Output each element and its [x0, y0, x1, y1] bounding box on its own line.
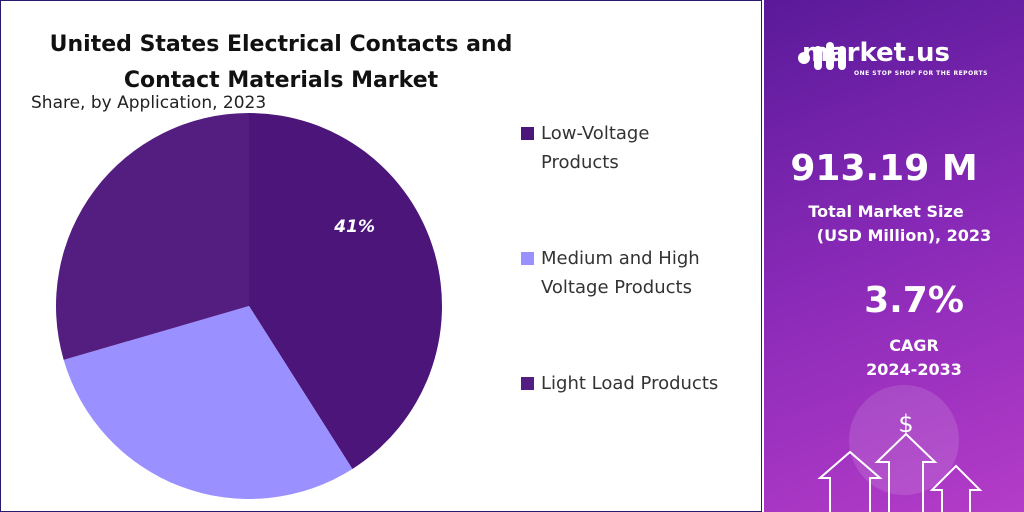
- pie-slice: [249, 113, 442, 469]
- cagr-value: 3.7%: [864, 280, 964, 321]
- pie-slice: [63, 306, 353, 499]
- legend-item: Light Load Products: [521, 369, 721, 398]
- chart-title: United States Electrical Contacts and Co…: [49, 32, 513, 93]
- legend-label: Medium and High Voltage Products: [541, 248, 700, 298]
- cagr-label: CAGR: [889, 336, 939, 355]
- legend-swatch: [521, 127, 534, 140]
- tagline: ONE STOP SHOP FOR THE REPORTS: [854, 70, 988, 77]
- pie-chart: 41%: [56, 113, 442, 499]
- market-size-label: Total Market Size: [808, 202, 964, 221]
- cagr-period: 2024-2033: [866, 360, 962, 379]
- chart-panel: United States Electrical Contacts and Co…: [0, 0, 762, 512]
- side-panel: $ market.us ONE STOP SHOP FOR THE REPORT…: [764, 0, 1024, 512]
- decoration: $: [798, 42, 983, 512]
- pie-slice: [56, 113, 250, 360]
- legend-label: Low-Voltage Products: [541, 123, 650, 173]
- legend-item: Low-Voltage Products: [521, 119, 721, 177]
- arrows: [817, 432, 983, 512]
- legend-swatch: [521, 377, 534, 390]
- dollar-icon: $: [898, 410, 913, 438]
- market-size-unit: (USD Million), 2023: [816, 226, 992, 245]
- chart-subtitle: Share, by Application, 2023: [31, 93, 267, 113]
- legend-swatch: [521, 252, 534, 265]
- coin-glow: [849, 385, 959, 495]
- data-label: 41%: [333, 217, 375, 237]
- legend-label: Light Load Products: [541, 373, 719, 394]
- brand: market.us: [802, 38, 950, 68]
- logo-icon: [798, 42, 846, 70]
- legend-item: Medium and High Voltage Products: [521, 244, 721, 302]
- market-size: 913.19 M: [790, 148, 978, 189]
